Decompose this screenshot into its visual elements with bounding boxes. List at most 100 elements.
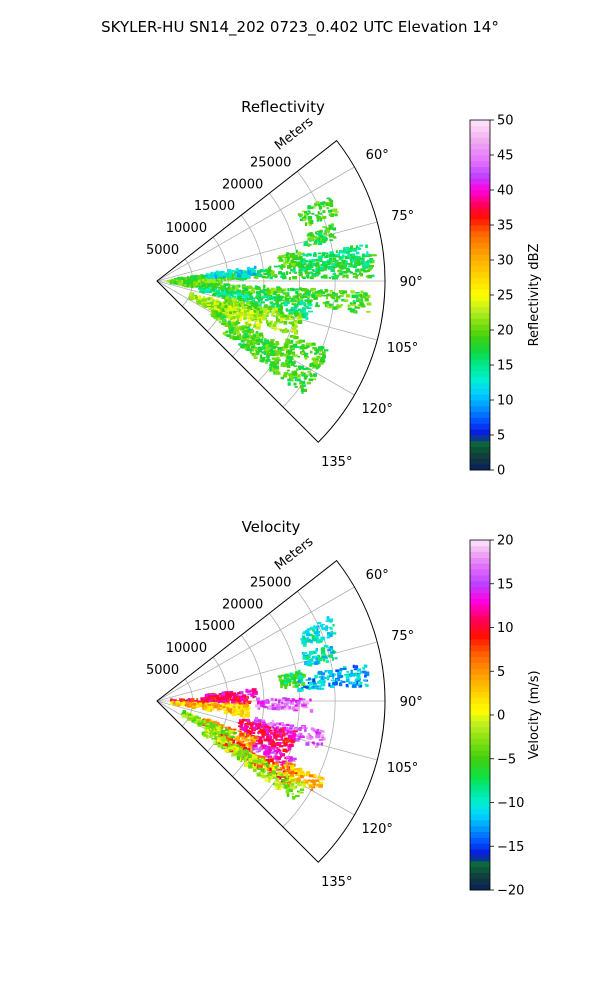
echo-gate [308,310,313,313]
echo-gate [302,642,307,647]
echo-gate [306,274,310,279]
echo-gate [295,291,299,295]
echo-gate [276,747,279,750]
echo-gate [277,308,283,312]
echo-gate [310,709,313,713]
echo-gate [233,322,239,326]
echo-gate [307,237,311,241]
echo-gate [293,732,296,734]
echo-gate [242,708,247,711]
echo-gate [220,726,224,730]
echo-gate [299,365,304,370]
colorbar-segment [470,540,490,547]
colorbar-segment [470,860,490,868]
echo-gate [222,319,225,322]
echo-gate [364,683,367,686]
echo-gate [364,298,369,302]
echo-gate [290,262,296,266]
echo-gate [309,373,313,378]
echo-gate [305,375,309,378]
echo-gate [328,254,332,258]
echo-gate [349,302,353,305]
echo-gate [195,719,200,722]
echo-gate [240,697,245,702]
echo-gate [253,745,258,748]
echo-gate [237,321,241,324]
echo-gate [255,331,259,335]
echo-gate [221,308,225,312]
echo-gate [254,286,260,288]
echo-gate [253,324,259,328]
echo-gate [268,729,273,732]
echo-gate [239,739,242,742]
colorbar-segment [470,160,490,168]
echo-gate [250,739,254,742]
echo-gate [228,693,232,698]
echo-gate [237,725,242,728]
echo-gate [306,307,312,309]
echo-gate [292,252,296,256]
echo-gate [307,292,311,296]
echo-gate [298,292,302,297]
echo-gate [291,361,296,365]
echo-gate [289,300,292,303]
echo-gate [300,268,305,272]
echo-gate [281,706,284,709]
echo-gate [274,783,278,787]
echo-gate [274,753,278,757]
echo-gate [295,249,298,254]
echo-gate [273,733,276,737]
echo-gate [296,701,301,704]
echo-gate [280,679,286,683]
echo-gate [283,262,287,266]
echo-gate [309,234,315,237]
echo-gate [279,329,283,332]
echo-gate [304,241,309,243]
echo-gate [248,731,252,736]
echo-gate [241,312,246,315]
echo-gate [290,765,295,770]
colorbar-segment [470,429,490,436]
echo-gate [290,322,295,325]
reflectivity-radial-tick-label: 20000 [222,177,263,192]
echo-gate [266,291,271,294]
echo-gate [197,288,202,290]
echo-gate [305,656,310,660]
echo-gate [239,719,242,722]
echo-gate [317,255,322,259]
echo-gate [288,778,291,781]
echo-gate [288,261,293,264]
echo-gate [254,727,259,730]
echo-gate [264,767,267,772]
echo-gate [356,298,361,302]
echo-gate [266,356,270,360]
echo-gate [245,688,249,693]
echo-gate [253,769,257,772]
echo-gate [285,301,290,305]
echo-gate [355,292,360,294]
echo-gate [237,274,242,277]
echo-gate [237,692,241,695]
echo-gate [228,736,234,741]
echo-gate [317,622,322,625]
echo-gate [313,730,319,733]
echo-gate [329,628,333,630]
echo-gate [313,625,316,629]
colorbar-segment [470,545,490,553]
echo-gate [273,326,277,331]
echo-gate [311,272,314,275]
echo-gate [235,695,240,699]
echo-gate [292,300,296,303]
echo-gate [299,294,305,299]
echo-gate [262,317,266,321]
echo-gate [220,315,226,319]
echo-gate [318,205,322,210]
echo-gate [262,761,267,764]
echo-gate [328,198,332,201]
echo-gate [290,676,293,681]
echo-gate [310,662,315,665]
echo-gate [315,366,319,370]
echo-gate [282,347,286,351]
echo-gate [238,746,244,748]
echo-gate [300,371,304,375]
